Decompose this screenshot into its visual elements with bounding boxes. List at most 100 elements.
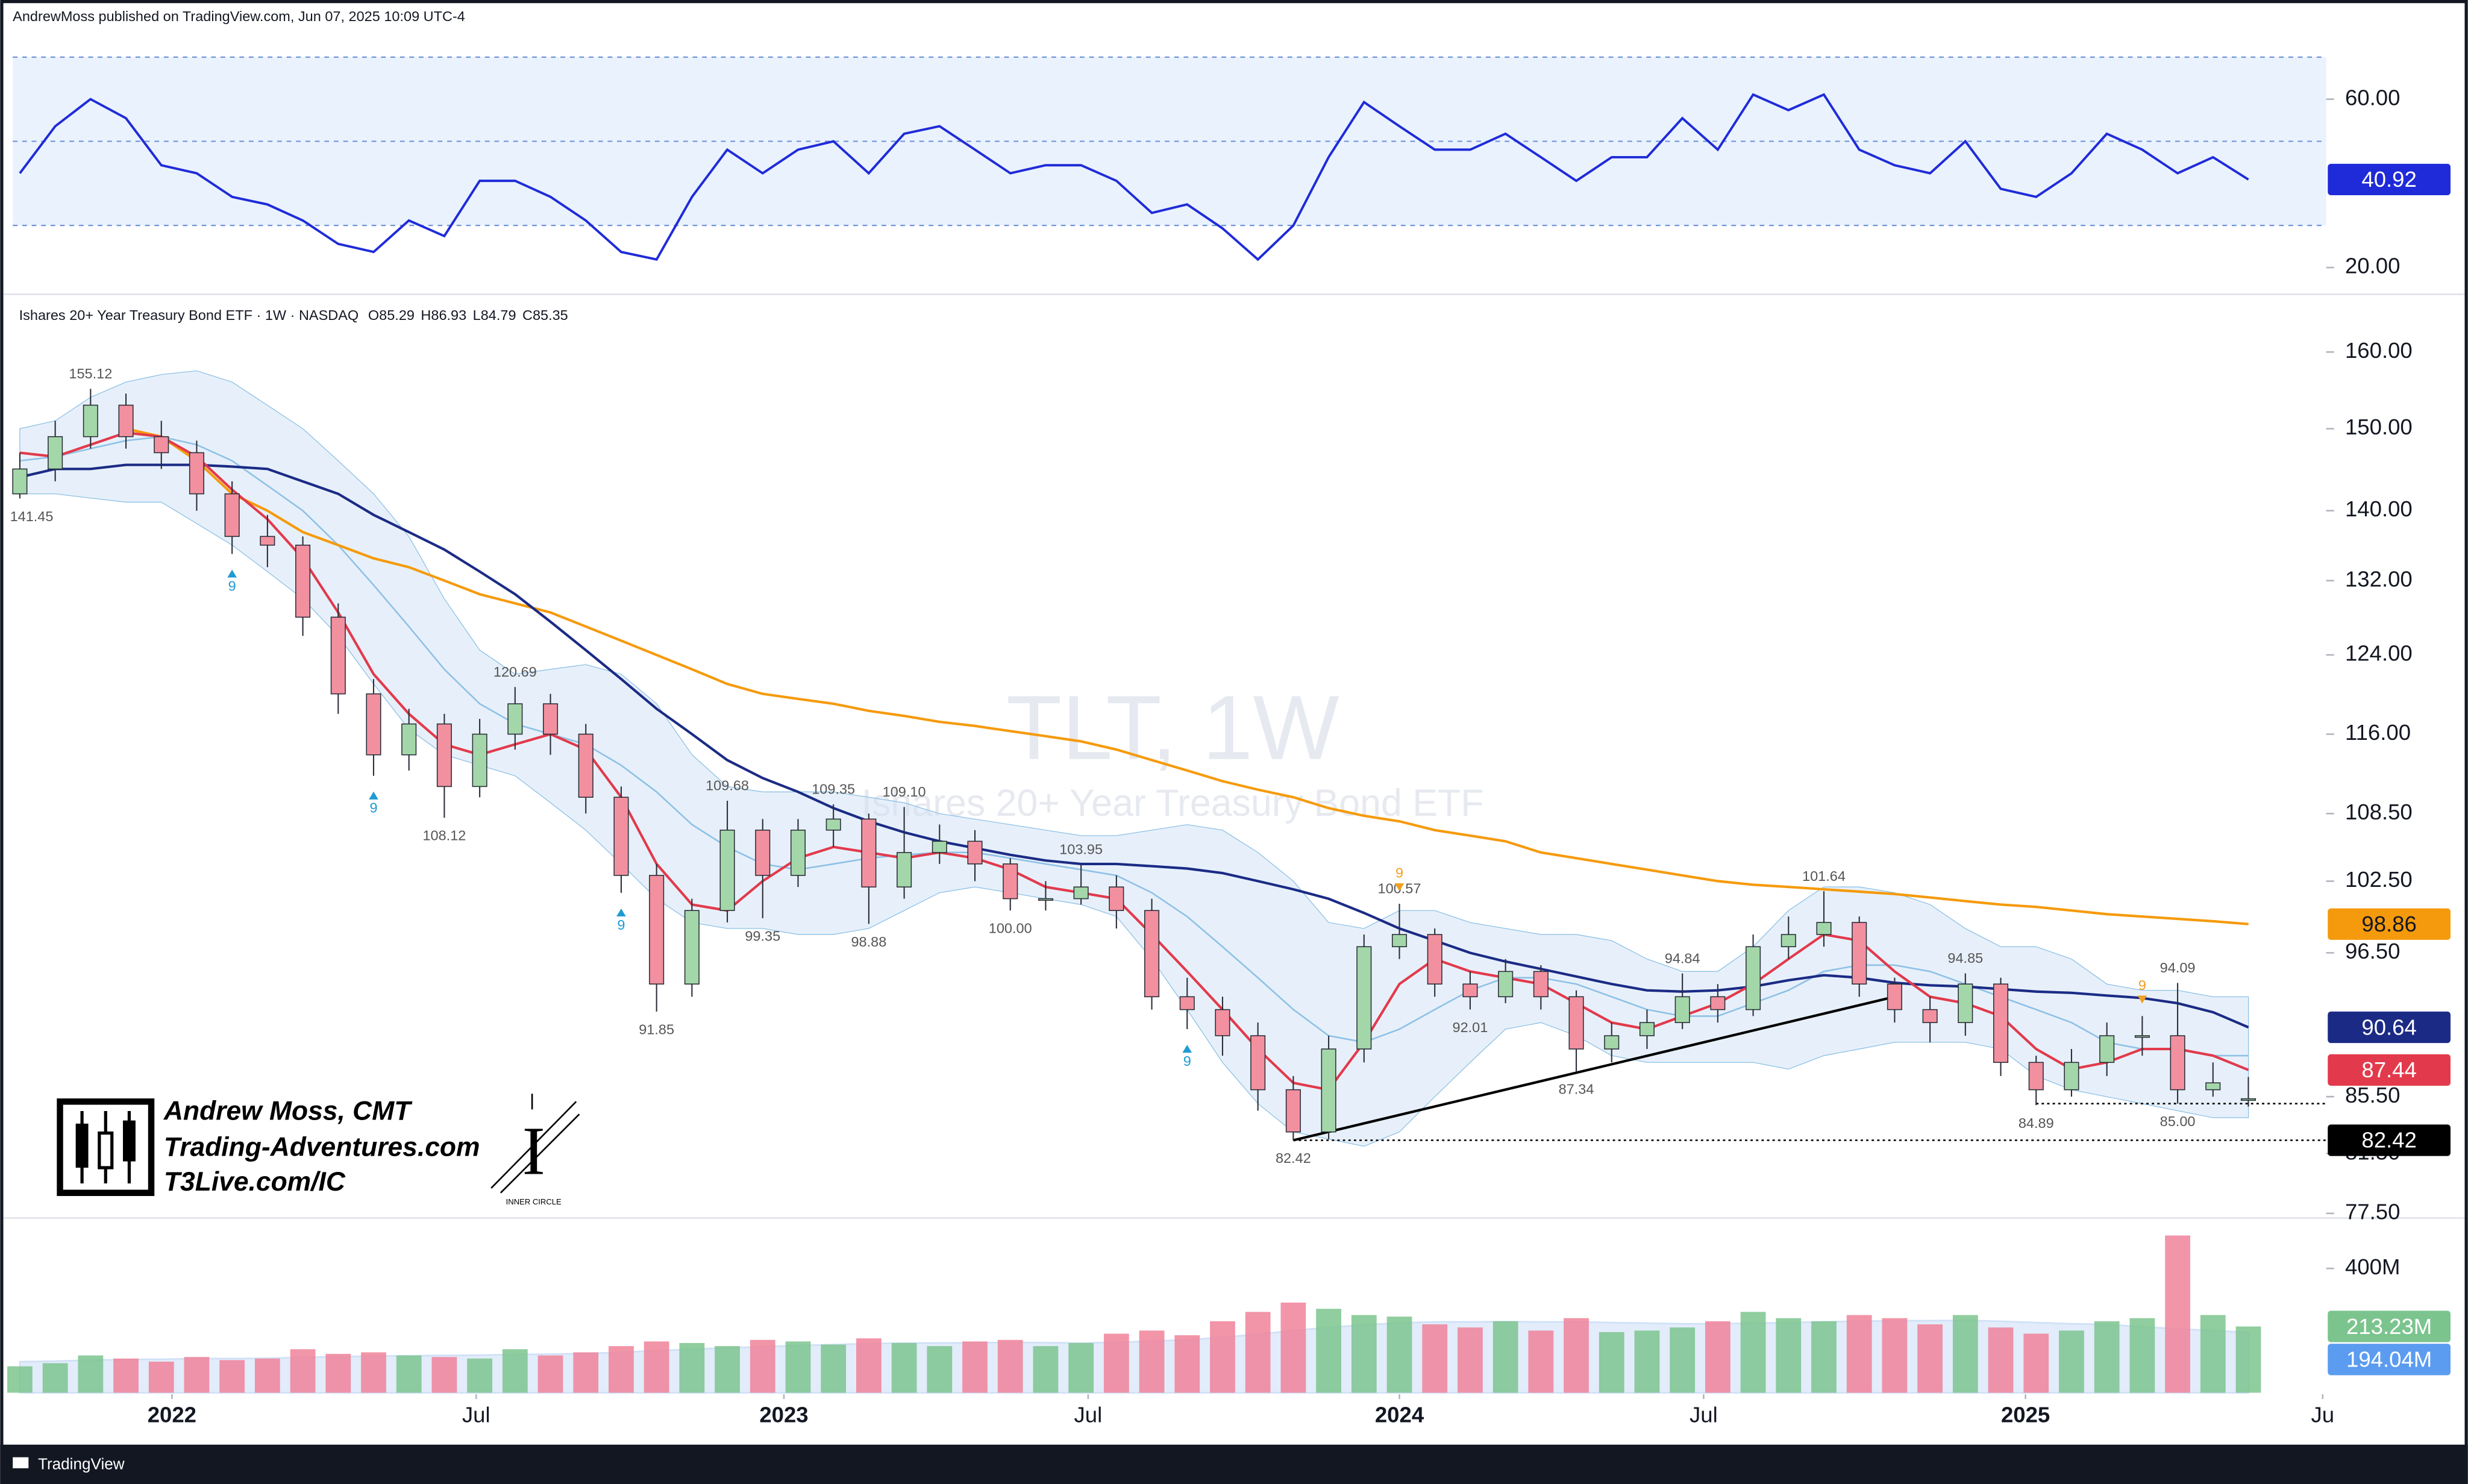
level-badge: 82.42 xyxy=(2361,1128,2416,1153)
volume-bar xyxy=(1139,1330,1165,1393)
candle-body xyxy=(1462,983,1478,998)
volume-bar xyxy=(1280,1302,1306,1393)
volume-bar xyxy=(467,1358,493,1393)
marker-arrow xyxy=(1182,1045,1192,1053)
candle-body xyxy=(1887,983,1902,1010)
candle-body xyxy=(1498,971,1514,998)
marker-label: 9 xyxy=(1395,865,1403,881)
volume-bar xyxy=(856,1338,882,1393)
marker-label: 9 xyxy=(1183,1053,1191,1069)
price-label: 98.88 xyxy=(851,934,886,950)
candle-body xyxy=(1321,1048,1336,1133)
price-label: 82.42 xyxy=(1276,1150,1311,1166)
volume-bar xyxy=(750,1339,775,1393)
price-tick-label: 108.50 xyxy=(2345,800,2413,824)
watermark: TLT, 1W xyxy=(1006,677,1339,779)
ma-badge-bg xyxy=(2328,1054,2451,1086)
author-link: T3Live.com/IC xyxy=(164,1167,346,1197)
volume-tick-label: 400M xyxy=(2345,1254,2400,1279)
trendline xyxy=(1292,995,1895,1142)
volume-bar xyxy=(2023,1333,2049,1393)
price-label: 100.00 xyxy=(989,921,1032,936)
volume-bar xyxy=(1988,1327,2014,1393)
candle-body xyxy=(719,829,735,911)
publisher-line: AndrewMoss published on TradingView.com,… xyxy=(13,8,465,24)
volume-bar xyxy=(1103,1333,1129,1393)
volume-bar xyxy=(997,1339,1023,1393)
volume-bar xyxy=(2129,1318,2155,1393)
candle-body xyxy=(1144,910,1160,998)
candle-body xyxy=(401,723,417,756)
footer-brand[interactable]: TradingView xyxy=(38,1455,125,1473)
symbol-legend: Ishares 20+ Year Treasury Bond ETF · 1W … xyxy=(19,307,568,323)
candle-body xyxy=(755,829,771,876)
ohlc-close: C85.35 xyxy=(522,307,568,323)
time-tick-label: 2024 xyxy=(1375,1402,1424,1427)
candle-body xyxy=(1073,886,1089,900)
rsi-badge-bg xyxy=(2328,163,2451,196)
moving-average xyxy=(19,463,2249,1028)
volume-badge-bg xyxy=(2328,1310,2451,1342)
bollinger-band xyxy=(19,370,2249,1147)
price-label: 103.95 xyxy=(1059,841,1103,857)
ma-badge-bg xyxy=(2328,908,2451,940)
candle-body xyxy=(790,829,806,876)
candle-body xyxy=(1356,946,1372,1050)
price-label: 94.85 xyxy=(1947,950,1983,966)
candle-body xyxy=(189,452,204,495)
volume-bar xyxy=(1174,1335,1200,1393)
logo-candle xyxy=(98,1131,114,1169)
logo-stroke xyxy=(490,1101,577,1189)
logo-candle xyxy=(75,1123,89,1168)
candle-body xyxy=(1003,863,1018,900)
volume-bar xyxy=(1599,1332,1624,1393)
candle-body xyxy=(224,493,240,537)
volume-bar xyxy=(431,1357,457,1393)
volume-badge: 213.23M xyxy=(2346,1314,2432,1339)
volume-bar xyxy=(927,1346,953,1393)
candle-body xyxy=(1568,996,1584,1050)
candle-body xyxy=(1038,898,1053,901)
candle-body xyxy=(1285,1089,1301,1133)
rsi-tick-label: 20.00 xyxy=(2345,254,2400,278)
ma-badge: 98.86 xyxy=(2361,912,2416,936)
price-label: 92.01 xyxy=(1453,1019,1488,1035)
candle-body xyxy=(48,436,63,470)
volume-bar xyxy=(1670,1327,1696,1393)
ohlc-low: L84.79 xyxy=(473,307,516,323)
time-tick-label: Jul xyxy=(462,1402,490,1427)
candle-body xyxy=(1816,922,1832,935)
ohlc-open: O85.29 xyxy=(368,307,415,323)
price-label: 87.34 xyxy=(1559,1082,1594,1097)
volume-bar xyxy=(7,1366,33,1393)
volume-bar xyxy=(2094,1321,2120,1393)
candle-body xyxy=(12,468,28,495)
volume-bar xyxy=(821,1344,847,1393)
candle-body xyxy=(1674,996,1690,1023)
volume-bar xyxy=(113,1358,139,1393)
time-tick-label: 2023 xyxy=(759,1402,808,1427)
candle-body xyxy=(1109,886,1124,911)
logo-candle xyxy=(123,1120,136,1162)
ohlc-high: H86.93 xyxy=(421,307,466,323)
volume-bar xyxy=(1917,1324,1943,1393)
candle-body xyxy=(861,818,877,888)
candle-body xyxy=(825,818,841,831)
candle-body xyxy=(472,733,487,787)
marker-label: 9 xyxy=(2138,977,2146,993)
marker-label: 9 xyxy=(369,800,377,816)
candle-body xyxy=(1604,1035,1620,1050)
volume-bar xyxy=(219,1360,245,1393)
price-tick-label: 116.00 xyxy=(2345,720,2411,745)
volume-bar xyxy=(679,1342,705,1393)
marker-arrow xyxy=(369,791,378,800)
price-tick-label: 85.50 xyxy=(2345,1083,2400,1107)
candle-body xyxy=(330,616,346,695)
volume-bar xyxy=(42,1363,68,1393)
level-badge-bg xyxy=(2328,1124,2451,1156)
volume-bar xyxy=(254,1358,280,1393)
volume-bar xyxy=(644,1341,669,1393)
volume-bar xyxy=(1422,1324,1448,1393)
volume-bar xyxy=(290,1349,316,1393)
band-middle xyxy=(19,436,2249,1057)
